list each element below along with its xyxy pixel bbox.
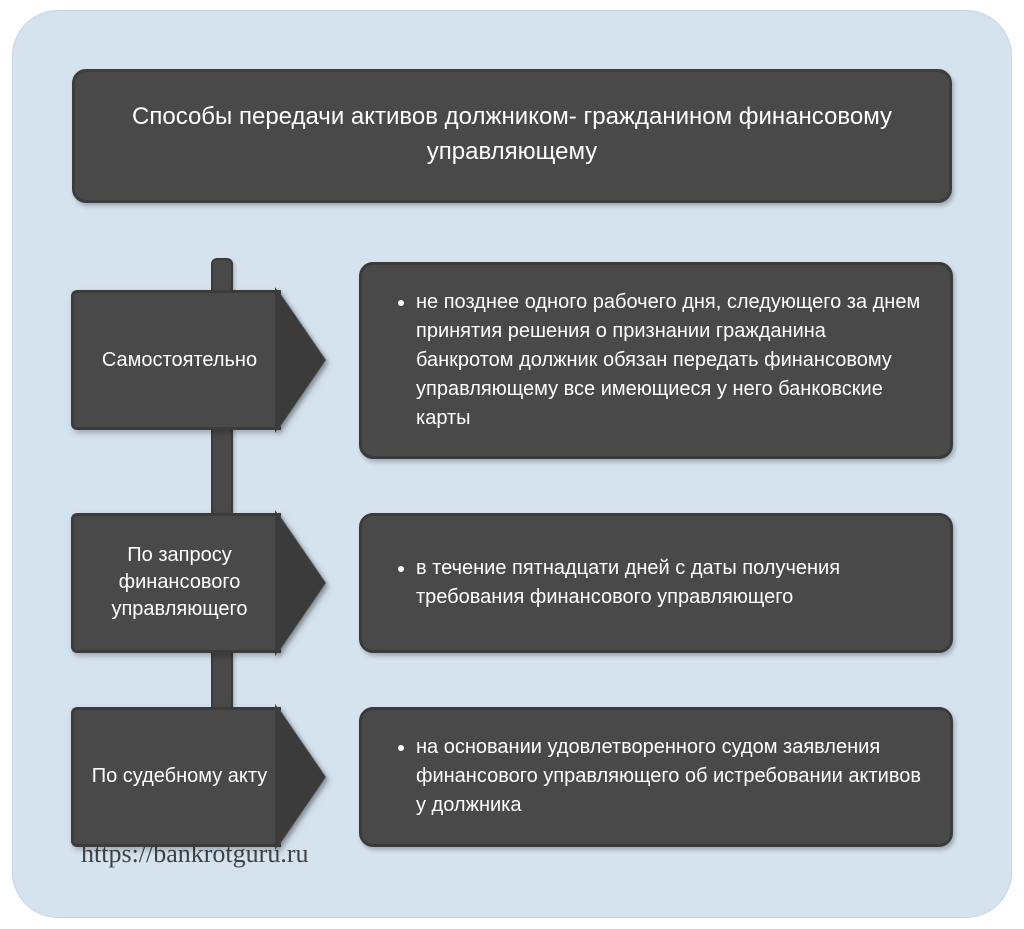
arrow-label: По запросу финансового управляющего	[84, 542, 275, 623]
diagram-canvas: Способы передачи активов должником- граж…	[12, 10, 1012, 918]
arrow-body: По судебному акту	[71, 707, 281, 847]
detail-list: не позднее одного рабочего дня, следующе…	[380, 287, 924, 434]
detail-box-1: не позднее одного рабочего дня, следующе…	[359, 262, 953, 459]
detail-box-2: в течение пятнадцати дней с даты получен…	[359, 513, 953, 653]
row-3: По судебному акту на основании удовлетво…	[71, 707, 953, 847]
arrow-body: Самостоятельно	[71, 290, 281, 430]
detail-box-3: на основании удовлетворенного судом заяв…	[359, 707, 953, 847]
detail-list: на основании удовлетворенного судом заяв…	[380, 732, 924, 821]
row-1: Самостоятельно не позднее одного рабочег…	[71, 262, 953, 459]
arrow-label: Самостоятельно	[102, 347, 257, 374]
arrow-head-icon	[278, 707, 326, 847]
header-title: Способы передачи активов должником- граж…	[132, 103, 892, 165]
detail-item: на основании удовлетворенного судом заяв…	[416, 732, 924, 821]
rows-container: Самостоятельно не позднее одного рабочег…	[71, 258, 953, 847]
row-2: По запросу финансового управляющего в те…	[71, 513, 953, 653]
header-box: Способы передачи активов должником- граж…	[72, 69, 952, 203]
detail-item: не позднее одного рабочего дня, следующе…	[416, 287, 924, 434]
arrow-head-icon	[278, 290, 326, 430]
arrow-body: По запросу финансового управляющего	[71, 513, 281, 653]
arrow-3: По судебному акту	[71, 707, 329, 847]
detail-item: в течение пятнадцати дней с даты получен…	[416, 553, 924, 613]
arrow-2: По запросу финансового управляющего	[71, 513, 329, 653]
arrow-label: По судебному акту	[92, 763, 268, 790]
arrow-1: Самостоятельно	[71, 290, 329, 430]
detail-list: в течение пятнадцати дней с даты получен…	[380, 553, 924, 613]
arrow-head-icon	[278, 513, 326, 653]
